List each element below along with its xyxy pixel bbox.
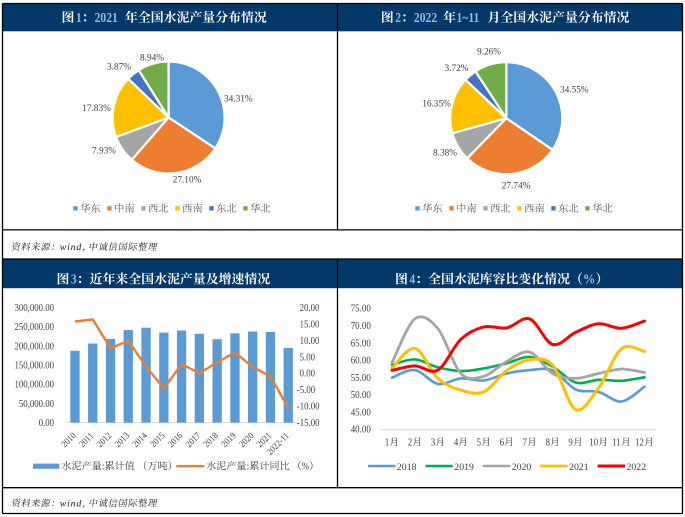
svg-text:100,000.00: 100,000.00 [15,380,55,391]
svg-text:70.00: 70.00 [351,321,371,333]
svg-text:6: 6 [500,437,505,449]
svg-text:3: 3 [71,271,77,286]
svg-text:34.31%: 34.31% [224,95,253,105]
svg-text:34.55%: 34.55% [560,85,589,95]
svg-text:8.94%: 8.94% [140,54,164,64]
svg-text:2019: 2019 [454,462,474,473]
svg-text:5.00: 5.00 [300,353,316,364]
svg-text:27.10%: 27.10% [173,176,202,186]
svg-text:2021: 2021 [95,10,118,25]
svg-text:-15.00: -15.00 [297,419,320,430]
svg-text:8.38%: 8.38% [433,148,457,158]
svg-text:-10.00: -10.00 [297,402,320,413]
svg-text:2018: 2018 [397,462,417,473]
svg-text:3: 3 [431,437,436,449]
svg-text::: : [247,461,250,472]
svg-text:15.00: 15.00 [300,320,320,331]
svg-text::: : [102,461,105,472]
svg-text:50.00: 50.00 [351,390,371,402]
svg-text:1~11: 1~11 [457,10,480,25]
svg-text:wind: wind [60,498,82,509]
svg-text:20.00: 20.00 [300,304,320,315]
svg-text:7.93%: 7.93% [92,146,116,156]
svg-text:2022: 2022 [627,462,647,473]
svg-text:3.72%: 3.72% [445,64,469,74]
svg-text:45.00: 45.00 [351,407,371,419]
svg-text:60.00: 60.00 [351,355,371,367]
svg-text:65.00: 65.00 [351,338,371,350]
svg-text:wind: wind [60,242,82,253]
svg-text:8: 8 [546,437,551,449]
svg-text:27.74%: 27.74% [502,181,531,191]
svg-text:9.26%: 9.26% [477,47,501,57]
svg-text:11: 11 [612,437,621,449]
svg-text:1: 1 [76,10,82,25]
svg-text:55.00: 55.00 [351,372,371,384]
svg-text:200,000.00: 200,000.00 [15,342,55,353]
svg-text:7: 7 [523,437,528,449]
svg-text:17.83%: 17.83% [82,104,111,114]
svg-text:%: % [583,271,596,287]
svg-text:250,000.00: 250,000.00 [15,323,55,334]
svg-text:4: 4 [454,437,459,449]
svg-text:9: 9 [568,437,573,449]
svg-text:75.00: 75.00 [351,303,371,315]
svg-text:%: % [302,462,309,473]
svg-text:2: 2 [395,10,401,25]
svg-text:0.00: 0.00 [39,419,55,430]
svg-text:10.00: 10.00 [300,336,320,347]
svg-text:2022: 2022 [414,10,437,25]
svg-text:1: 1 [385,437,390,449]
svg-text:50,000.00: 50,000.00 [19,399,54,410]
svg-text:10: 10 [589,437,598,449]
svg-text:2: 2 [408,437,413,449]
svg-text:2021: 2021 [569,462,589,473]
svg-text:40.00: 40.00 [351,424,371,436]
svg-text:150,000.00: 150,000.00 [15,361,55,372]
svg-text:2020: 2020 [512,462,532,473]
svg-text:3.87%: 3.87% [107,63,131,73]
svg-text:16.35%: 16.35% [422,100,451,110]
svg-text:5: 5 [477,437,482,449]
svg-text:300,000.00: 300,000.00 [15,304,55,315]
svg-text:-5.00: -5.00 [297,386,316,397]
svg-text:4: 4 [409,271,415,286]
svg-text:0.00: 0.00 [300,369,316,380]
svg-text:12: 12 [635,437,644,449]
